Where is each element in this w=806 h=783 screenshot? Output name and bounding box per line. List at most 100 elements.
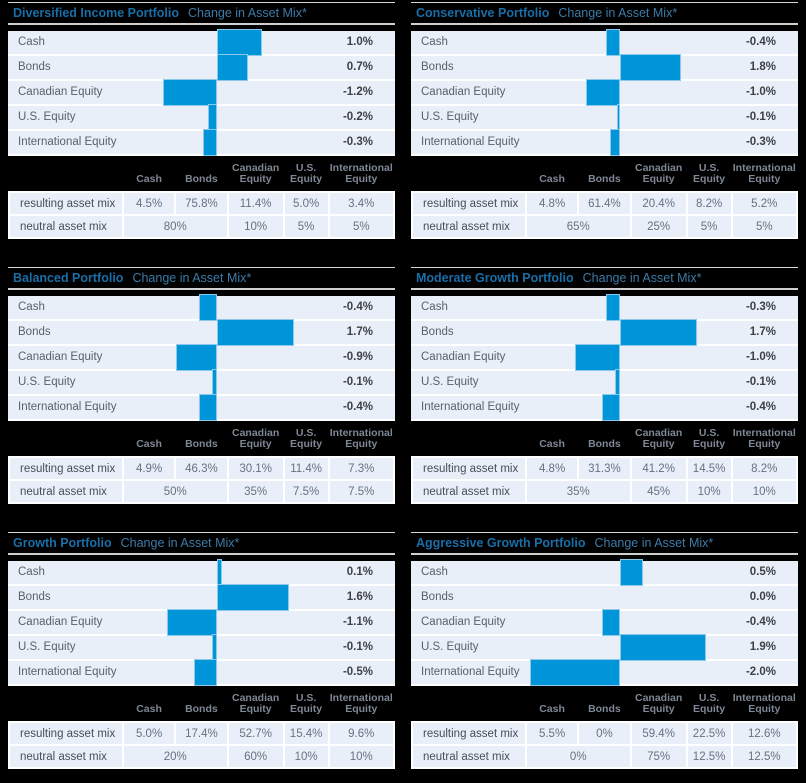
mix-value-cell: 80% <box>123 216 227 237</box>
asset-class-label: Cash <box>421 36 448 48</box>
mix-value-cell: 8.2% <box>732 458 796 479</box>
asset-mix-table-header: Cash Bonds Canadian Equity U.S. Equity Interna… <box>8 690 395 721</box>
change-value: -1.0% <box>745 351 776 363</box>
mix-value-cell: 15.4% <box>284 723 328 744</box>
chart-subtitle: Change in Asset Mix* <box>558 6 678 20</box>
portfolio-title: Conservative Portfolio <box>416 6 550 20</box>
chart-row: U.S. Equity -0.2% <box>8 104 395 131</box>
column-header: International Equity <box>329 426 393 451</box>
neutral-asset-mix-row: neutral asset mix 0% 75% 12.5% 12.5% <box>413 746 796 767</box>
mix-value-cell: 12.6% <box>732 723 796 744</box>
column-header-spacer <box>10 162 122 189</box>
asset-class-label: International Equity <box>18 136 117 148</box>
column-header-row: Cash Bonds Canadian Equity U.S. Equity Interna… <box>413 692 796 719</box>
mix-value-cell: 20% <box>123 746 227 767</box>
mix-value-cell: 12.5% <box>687 746 731 767</box>
row-label: resulting asset mix <box>10 193 122 214</box>
change-value: 1.9% <box>749 641 776 653</box>
mix-value-cell: 10% <box>329 746 393 767</box>
panel-header: Conservative Portfolio Change in Asset Mi… <box>411 2 798 25</box>
change-value: 0.1% <box>346 566 373 578</box>
asset-mix-table-header: Cash Bonds Canadian Equity U.S. Equity Interna… <box>411 690 798 721</box>
asset-class-label: U.S. Equity <box>18 111 76 123</box>
asset-class-label: Canadian Equity <box>18 616 103 628</box>
change-bar <box>208 104 217 131</box>
change-bar <box>620 634 706 661</box>
chart-row: Canadian Equity -1.0% <box>411 79 798 106</box>
column-header: Bonds <box>185 438 218 451</box>
resulting-asset-mix-row: resulting asset mix 4.8% 61.4% 20.4% 8.2% 5.2… <box>413 193 796 214</box>
change-bar <box>217 319 294 346</box>
column-header: Canadian Equity <box>231 426 280 451</box>
mix-value-cell: 5% <box>284 216 328 237</box>
change-bar <box>203 129 217 156</box>
change-in-asset-mix-chart: Cash 0.1% Bonds 1.6% Canadian Equity -1.1% U.S… <box>8 559 395 686</box>
column-header: Bonds <box>588 438 621 451</box>
column-header: U.S. Equity <box>693 691 726 716</box>
portfolio-title: Balanced Portfolio <box>13 271 124 285</box>
mix-value-cell: 17.4% <box>176 723 227 744</box>
asset-class-label: Cash <box>421 566 448 578</box>
change-value: -0.4% <box>745 36 776 48</box>
asset-class-label: Canadian Equity <box>421 351 506 363</box>
change-value: 0.0% <box>749 591 776 603</box>
chart-subtitle: Change in Asset Mix* <box>188 6 307 20</box>
change-value: 1.7% <box>749 326 776 338</box>
row-label: neutral asset mix <box>413 481 525 502</box>
mix-value-cell: 14.5% <box>687 458 731 479</box>
change-bar <box>212 634 217 661</box>
chart-row: Cash 0.1% <box>8 559 395 586</box>
asset-class-label: Canadian Equity <box>421 86 506 98</box>
mix-value-cell: 46.3% <box>176 458 227 479</box>
mix-value-cell: 4.9% <box>123 458 175 479</box>
change-bar <box>586 79 620 106</box>
row-label: neutral asset mix <box>413 746 525 767</box>
mix-value-cell: 11.4% <box>284 458 328 479</box>
asset-class-label: Bonds <box>421 326 454 338</box>
asset-class-label: Bonds <box>18 591 51 603</box>
asset-class-label: Bonds <box>18 61 51 73</box>
mix-value-cell: 5.0% <box>284 193 328 214</box>
mix-value-cell: 0% <box>526 746 630 767</box>
mix-value-cell: 52.7% <box>228 723 283 744</box>
chart-row: Cash 1.0% <box>8 29 395 56</box>
portfolio-title: Moderate Growth Portfolio <box>416 271 574 285</box>
chart-row: Cash 0.5% <box>411 559 798 586</box>
mix-value-cell: 45% <box>631 481 686 502</box>
mix-value-cell: 50% <box>123 481 227 502</box>
mix-value-cell: 5.5% <box>526 723 578 744</box>
column-header: Cash <box>136 438 162 451</box>
column-header: Cash <box>539 703 565 716</box>
change-value: 1.7% <box>346 326 373 338</box>
column-header-spacer <box>413 692 525 719</box>
portfolio-panel: Conservative Portfolio Change in Asset Mi… <box>411 2 798 239</box>
change-value: -1.0% <box>745 86 776 98</box>
asset-mix-table: resulting asset mix 5.5% 0% 59.4% 22.5% 12.6%… <box>411 721 798 769</box>
column-header: Cash <box>539 173 565 186</box>
change-bar <box>163 79 217 106</box>
column-header-spacer <box>10 427 122 454</box>
panel-header: Aggressive Growth Portfolio Change in Ass… <box>411 532 798 555</box>
mix-value-cell: 7.3% <box>329 458 393 479</box>
asset-class-label: U.S. Equity <box>421 376 479 388</box>
change-bar <box>620 319 697 346</box>
chart-subtitle: Change in Asset Mix* <box>132 271 252 285</box>
chart-row: U.S. Equity -0.1% <box>8 369 395 396</box>
column-header: Cash <box>136 703 162 716</box>
change-value: -0.4% <box>745 401 776 413</box>
chart-row: Canadian Equity -0.9% <box>8 344 395 371</box>
mix-value-cell: 4.5% <box>123 193 175 214</box>
column-header-row: Cash Bonds Canadian Equity U.S. Equity Interna… <box>10 427 393 454</box>
portfolio-title: Growth Portfolio <box>13 536 112 550</box>
asset-mix-table: resulting asset mix 5.0% 17.4% 52.7% 15.4% 9.… <box>8 721 395 769</box>
column-header-row: Cash Bonds Canadian Equity U.S. Equity Interna… <box>10 692 393 719</box>
chart-row: Cash -0.3% <box>411 294 798 321</box>
mix-value-cell: 8.2% <box>687 193 731 214</box>
change-value: -1.1% <box>342 616 373 628</box>
asset-class-label: Cash <box>18 566 45 578</box>
change-bar <box>176 344 217 371</box>
asset-class-label: U.S. Equity <box>18 641 76 653</box>
asset-mix-table: resulting asset mix 4.8% 61.4% 20.4% 8.2% 5.2… <box>411 191 798 239</box>
portfolio-panel: Growth Portfolio Change in Asset Mix* Cas… <box>8 532 395 769</box>
change-bar <box>199 394 217 421</box>
